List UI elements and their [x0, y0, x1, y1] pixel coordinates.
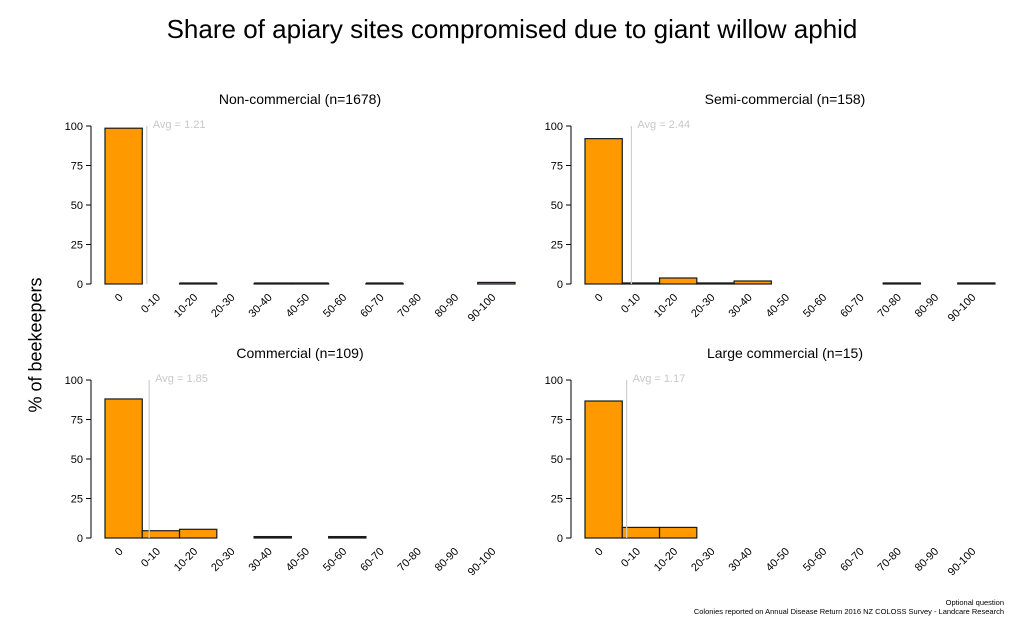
x-tick-label: 60-70 [358, 292, 386, 320]
footer-note: Optional question Colonies reported on A… [694, 598, 1004, 616]
x-tick-label: 40-50 [284, 546, 312, 574]
x-tick-label: 60-70 [838, 546, 866, 574]
chart-title: Share of apiary sites compromised due to… [166, 14, 858, 44]
x-tick-label: 80-90 [913, 546, 941, 574]
x-tick-label: 0-10 [619, 292, 643, 316]
x-tick-label: 50-60 [801, 292, 829, 320]
x-tick-label: 0-10 [619, 546, 643, 570]
x-tick-label: 10-20 [172, 546, 200, 574]
x-tick-label: 10-20 [172, 292, 200, 320]
bar-10-20 [178, 528, 218, 539]
y-tick-label: 25 [71, 240, 83, 252]
avg-label: Avg = 2.44 [637, 119, 690, 131]
bar-90-100 [477, 281, 516, 285]
x-tick-label: 0 [593, 292, 606, 305]
bar-10-20 [658, 526, 698, 539]
x-tick-label: 0 [113, 546, 126, 559]
y-tick-label: 25 [551, 240, 563, 252]
y-tick-label: 75 [551, 161, 563, 173]
x-tick-label: 50-60 [801, 546, 829, 574]
x-tick-label: 0 [593, 546, 606, 559]
y-tick-label: 75 [551, 415, 563, 427]
y-tick-label: 75 [71, 415, 83, 427]
panel-title: Semi-commercial (n=158) [705, 91, 866, 107]
chart-panel-1: Non-commercial (n=1678) 0 25 50 75 100 0 0-10 10… [65, 91, 516, 325]
bar-0 [584, 400, 623, 539]
avg-label: Avg = 1.17 [633, 373, 686, 385]
bar-0-10 [621, 526, 661, 539]
chart-panel-4: Large commercial (n=15) 0 25 50 75 100 0 0-10 10… [545, 345, 979, 579]
y-tick-label: 50 [71, 454, 83, 466]
bar-10-20 [658, 277, 698, 285]
x-tick-label: 40-50 [284, 292, 312, 320]
x-tick-label: 20-30 [689, 292, 717, 320]
y-tick-label: 50 [551, 200, 563, 212]
x-tick-label: 70-80 [876, 292, 904, 320]
x-tick-label: 90-100 [466, 292, 499, 325]
x-tick-label: 10-20 [652, 292, 680, 320]
x-tick-label: 40-50 [764, 546, 792, 574]
chart-panel-2: Semi-commercial (n=158) 0 25 50 75 100 0 0-10 10… [545, 91, 996, 325]
x-tick-label: 30-40 [246, 292, 274, 320]
y-tick-label: 100 [545, 375, 563, 387]
bar-0 [104, 127, 143, 285]
y-tick-label: 50 [71, 200, 83, 212]
y-tick-label: 50 [551, 454, 563, 466]
y-tick-label: 0 [557, 533, 563, 545]
x-tick-label: 80-90 [433, 292, 461, 320]
x-tick-label: 50-60 [321, 546, 349, 574]
x-tick-label: 40-50 [764, 292, 792, 320]
y-tick-label: 75 [71, 161, 83, 173]
x-tick-label: 50-60 [321, 292, 349, 320]
footer-line-2: Colonies reported on Annual Disease Retu… [693, 607, 1004, 616]
x-tick-label: 70-80 [876, 546, 904, 574]
x-tick-label: 70-80 [396, 292, 424, 320]
bar-0 [584, 138, 623, 285]
x-tick-label: 0-10 [139, 546, 163, 570]
y-tick-label: 25 [551, 494, 563, 506]
x-tick-label: 30-40 [246, 546, 274, 574]
y-tick-label: 100 [545, 121, 563, 133]
x-tick-label: 60-70 [358, 546, 386, 574]
avg-label: Avg = 1.21 [153, 119, 206, 131]
x-tick-label: 90-100 [946, 292, 979, 325]
x-tick-label: 70-80 [396, 546, 424, 574]
x-tick-label: 90-100 [466, 546, 499, 579]
y-tick-label: 0 [557, 279, 563, 291]
x-tick-label: 0-10 [139, 292, 163, 316]
x-tick-label: 0 [113, 292, 126, 305]
panel-title: Large commercial (n=15) [707, 345, 863, 361]
footer-line-1: Optional question [945, 598, 1004, 607]
chart-panel-3: Commercial (n=109) 0 25 50 75 100 0 0-10 10-20 20… [65, 345, 499, 579]
bar-0 [104, 398, 143, 539]
bar-30-40 [733, 280, 772, 285]
panel-title: Non-commercial (n=1678) [219, 91, 381, 107]
y-tick-label: 100 [65, 121, 83, 133]
x-tick-label: 80-90 [913, 292, 941, 320]
x-tick-label: 30-40 [726, 546, 754, 574]
x-tick-label: 80-90 [433, 546, 461, 574]
avg-label: Avg = 1.85 [155, 373, 208, 385]
x-tick-label: 20-30 [689, 546, 717, 574]
panel-title: Commercial (n=109) [236, 345, 363, 361]
x-tick-label: 10-20 [652, 546, 680, 574]
x-tick-label: 90-100 [946, 546, 979, 579]
y-tick-label: 100 [65, 375, 83, 387]
x-tick-label: 30-40 [726, 292, 754, 320]
bar-0-10 [141, 530, 181, 539]
x-tick-label: 60-70 [838, 292, 866, 320]
y-tick-label: 0 [77, 279, 83, 291]
y-tick-label: 0 [77, 533, 83, 545]
x-tick-label: 20-30 [209, 292, 237, 320]
x-tick-label: 20-30 [209, 546, 237, 574]
y-tick-label: 25 [71, 494, 83, 506]
